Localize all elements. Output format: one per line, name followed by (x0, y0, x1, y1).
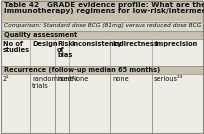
Text: of: of (57, 46, 64, 53)
Bar (55, 74, 69, 133)
Bar (30, 39, 55, 66)
Bar (1, 39, 30, 66)
Text: studies: studies (3, 46, 30, 53)
Bar (152, 39, 203, 66)
Text: trials: trials (32, 83, 49, 88)
Text: Risk: Risk (57, 41, 73, 47)
Text: No of: No of (3, 41, 23, 47)
Bar (1, 66, 203, 74)
Bar (152, 74, 203, 133)
Text: bias: bias (57, 52, 72, 58)
Bar (30, 74, 55, 133)
Text: Indirectness: Indirectness (112, 41, 158, 47)
Text: Inconsistency: Inconsistency (71, 41, 122, 47)
Bar (110, 74, 152, 133)
Text: 2¹: 2¹ (3, 76, 10, 82)
Bar (1, 74, 30, 133)
Bar (69, 74, 110, 133)
Text: Design: Design (32, 41, 58, 47)
Text: Quality assessment: Quality assessment (4, 32, 77, 38)
Text: immunotherapy) regimens for low-risk/intermediate and high: immunotherapy) regimens for low-risk/int… (4, 8, 204, 14)
Text: Comparison: Standard dose BCG (81mg) versus reduced dose BCG (Z...: Comparison: Standard dose BCG (81mg) ver… (4, 23, 204, 28)
Bar (55, 39, 69, 66)
Bar (110, 39, 152, 66)
Text: Table 42   GRADE evidence profile: What are the most effec: Table 42 GRADE evidence profile: What ar… (4, 1, 204, 8)
Bar (1, 0, 203, 21)
Bar (69, 39, 110, 66)
Text: None: None (71, 76, 88, 82)
Text: serious²³: serious²³ (154, 76, 183, 82)
Text: Imprecision: Imprecision (154, 41, 197, 47)
Text: none: none (112, 76, 129, 82)
Text: Recurrence (follow-up median 65 months): Recurrence (follow-up median 65 months) (4, 67, 160, 73)
Text: randomised: randomised (32, 76, 72, 82)
Text: none: none (57, 76, 74, 82)
Bar (1, 31, 203, 39)
